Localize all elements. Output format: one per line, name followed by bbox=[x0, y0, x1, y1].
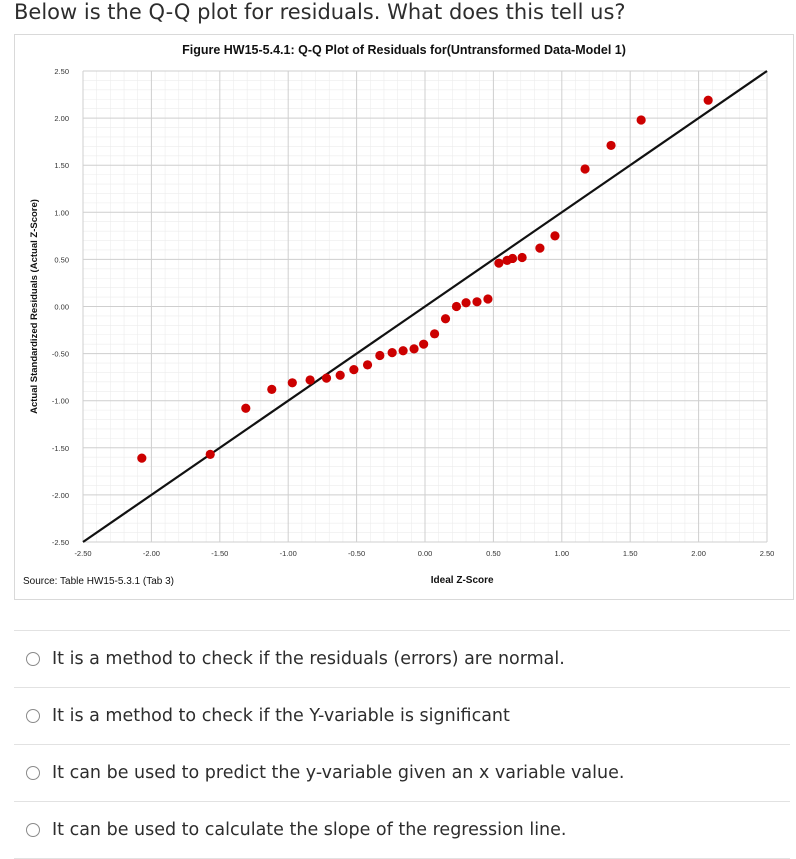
data-point bbox=[241, 403, 251, 413]
data-point bbox=[451, 301, 462, 312]
x-tick-label: 2.50 bbox=[760, 549, 775, 558]
answer-option-label: It can be used to calculate the slope of… bbox=[52, 820, 567, 840]
question-text: Below is the Q-Q plot for residuals. Wha… bbox=[14, 0, 626, 24]
y-tick-label: 1.00 bbox=[54, 208, 69, 217]
y-tick-label: 0.50 bbox=[54, 255, 69, 264]
source-note: Source: Table HW15-5.3.1 (Tab 3) bbox=[23, 576, 175, 587]
data-point bbox=[287, 378, 297, 388]
data-point bbox=[517, 252, 527, 263]
data-point bbox=[580, 164, 590, 174]
x-tick-label: -0.50 bbox=[348, 549, 365, 558]
radio-button-icon[interactable] bbox=[26, 766, 40, 780]
x-tick-label: 0.00 bbox=[418, 549, 433, 558]
y-axis-label: Actual Standardized Residuals (Actual Z-… bbox=[29, 199, 40, 414]
data-point bbox=[137, 453, 147, 463]
answer-option-4[interactable]: It can be used to calculate the slope of… bbox=[14, 801, 790, 859]
answer-option-2[interactable]: It is a method to check if the Y-variabl… bbox=[14, 687, 790, 744]
x-tick-label: -1.00 bbox=[280, 549, 297, 558]
data-point bbox=[494, 258, 504, 268]
data-point bbox=[472, 297, 482, 307]
data-point bbox=[305, 375, 315, 385]
qq-plot-figure: Figure HW15-5.4.1: Q-Q Plot of Residuals… bbox=[14, 34, 794, 600]
data-point bbox=[550, 231, 560, 241]
y-tick-label: -2.50 bbox=[52, 538, 69, 547]
data-point bbox=[409, 344, 419, 354]
answer-option-label: It is a method to check if the residuals… bbox=[52, 649, 565, 669]
radio-button-icon[interactable] bbox=[26, 652, 40, 666]
x-tick-label: 1.50 bbox=[623, 549, 638, 558]
data-point bbox=[606, 140, 616, 151]
answer-option-label: It can be used to predict the y-variable… bbox=[52, 763, 625, 783]
data-point bbox=[362, 360, 373, 370]
reference-line bbox=[82, 70, 768, 543]
y-tick-label: -1.00 bbox=[52, 397, 69, 406]
x-tick-label: -1.50 bbox=[211, 549, 228, 558]
data-point bbox=[535, 243, 545, 253]
y-tick-label: -2.00 bbox=[52, 491, 69, 500]
answer-option-label: It is a method to check if the Y-variabl… bbox=[52, 706, 510, 726]
answer-options: It is a method to check if the residuals… bbox=[14, 630, 790, 859]
chart-title: Figure HW15-5.4.1: Q-Q Plot of Residuals… bbox=[182, 43, 626, 57]
y-tick-label: 0.00 bbox=[54, 303, 69, 312]
data-point bbox=[636, 115, 646, 125]
x-tick-label: 2.00 bbox=[691, 549, 706, 558]
y-tick-label: 2.50 bbox=[54, 67, 69, 76]
answer-option-1[interactable]: It is a method to check if the residuals… bbox=[14, 630, 790, 687]
x-tick-label: -2.00 bbox=[143, 549, 160, 558]
data-point bbox=[703, 95, 713, 105]
data-point bbox=[461, 298, 471, 308]
x-tick-label: -2.50 bbox=[74, 549, 91, 558]
data-point bbox=[507, 253, 518, 264]
y-tick-label: 1.50 bbox=[54, 161, 69, 170]
data-point bbox=[440, 314, 451, 324]
data-point bbox=[321, 373, 332, 383]
data-point bbox=[387, 348, 397, 358]
data-point bbox=[335, 370, 345, 380]
x-tick-label: 0.50 bbox=[486, 549, 501, 558]
data-point bbox=[483, 294, 493, 304]
data-point bbox=[349, 365, 359, 375]
data-point bbox=[419, 339, 429, 349]
data-point bbox=[398, 346, 408, 356]
qq-plot-chart: -2.50 -2.00 -1.50 -1.00 -0.50 0.00 0.50 1.00 1.5… bbox=[29, 67, 775, 586]
radio-button-icon[interactable] bbox=[26, 709, 40, 723]
x-axis-label: Ideal Z-Score bbox=[431, 575, 494, 586]
data-point bbox=[267, 384, 277, 394]
x-tick-label: 1.00 bbox=[554, 549, 569, 558]
answer-option-3[interactable]: It can be used to predict the y-variable… bbox=[14, 744, 790, 801]
radio-button-icon[interactable] bbox=[26, 823, 40, 837]
y-tick-label: -1.50 bbox=[52, 444, 69, 453]
data-point bbox=[375, 350, 385, 361]
y-tick-label: -0.50 bbox=[52, 350, 69, 359]
y-tick-label: 2.00 bbox=[54, 114, 69, 123]
data-point bbox=[429, 329, 440, 339]
data-point bbox=[205, 449, 215, 459]
